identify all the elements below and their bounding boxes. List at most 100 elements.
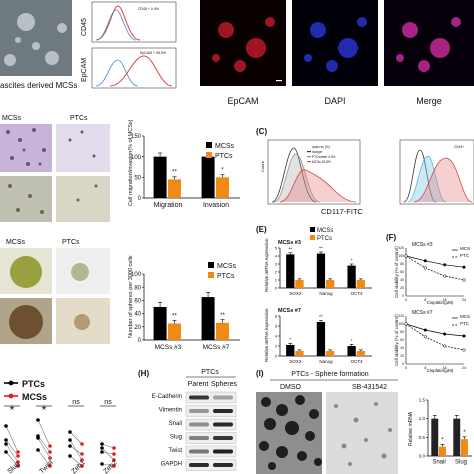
panel-f-legend-mcs-2: MCS <box>460 314 470 319</box>
panel-h-letter: (H) <box>138 369 149 378</box>
chartE7-bar <box>316 322 326 356</box>
chart-g-pair-line <box>101 463 115 467</box>
fluor-label-merge: Merge <box>416 96 442 106</box>
chartF3-point <box>462 265 466 269</box>
chartI-ytick-label: 1.5 <box>419 398 426 403</box>
panel-b: MCSs PTCs 0 50 100 150 Migration Invasion Cell… <box>0 115 240 222</box>
chart-g-gene-label: Twist <box>38 459 54 474</box>
panel-f-title-7: MCSs #7 <box>412 310 433 316</box>
blot-row-label: Slug <box>170 435 182 441</box>
chartD-ytick-label: 60 <box>134 299 141 305</box>
chartE3-bar <box>286 254 295 288</box>
flow-curve-cd45 <box>95 5 141 41</box>
chartI-ytick-label: 0.5 <box>419 435 426 440</box>
chartE3-ytick-label: 4 <box>275 253 278 258</box>
chartF7-point <box>423 335 427 339</box>
chartF7-ytick-label: 0 <box>402 362 404 366</box>
chart-g-sig: * <box>10 403 15 417</box>
chartE3-bar <box>295 280 304 288</box>
chartD-bar <box>168 323 181 340</box>
chartE7-bar <box>356 351 365 356</box>
chartD-bar <box>153 307 167 340</box>
chart-b: 0 50 100 150 Migration Invasion Cell migration… <box>128 119 240 209</box>
chartF3-point <box>423 259 427 263</box>
panel-e-ylabel-1: Relative mRNA expression <box>264 238 269 292</box>
chart-g-mcss-point <box>80 452 84 456</box>
chartF7-ytick-label: 80 <box>400 330 404 334</box>
chart-g-ptcs-point <box>36 436 40 440</box>
panel-e-title-7: MCSs #7 <box>278 308 301 314</box>
blot-band <box>189 463 209 467</box>
chartD-xtick-label: MCSs #3 <box>155 344 182 351</box>
panel-h-col-parent: Parent <box>188 381 209 388</box>
chartF3-point <box>443 263 447 267</box>
flow-c2-ptcs <box>407 155 447 203</box>
chart-g-mcss-point <box>16 460 20 464</box>
chartF7-point <box>404 322 408 326</box>
chart-g-mcss-point <box>16 464 20 468</box>
flow-c-legend-mcss: MCSs 32.8% <box>312 160 331 164</box>
sphere-mcss-1 <box>10 256 42 288</box>
panel-f-xlabel-2: Cisplatin(μM) <box>427 368 454 373</box>
chartD-xtick-label: MCSs #7 <box>203 344 230 351</box>
flow-c-legend-swatch-mcss <box>307 161 311 163</box>
chartE3-ytick-label: 3 <box>275 261 278 266</box>
chartF7-ytick-label: 120 <box>398 314 404 318</box>
chartF3-xtick-label: 0 <box>405 298 407 302</box>
chartE7-xtick-label: Nanog <box>319 359 333 364</box>
panel-d-label-mcss: MCSs <box>6 239 26 246</box>
blot-lane-box <box>185 432 237 444</box>
chartF7-ytick-label: 20 <box>400 354 404 358</box>
flow-curve-cd45-iso <box>95 9 137 41</box>
blot-row-label: Snail <box>169 421 182 427</box>
chartF7-point <box>423 328 427 332</box>
chart-g-mcss-point <box>80 458 84 462</box>
blot-row-label: Twist <box>168 448 182 454</box>
chartF3-ytick-label: 60 <box>400 270 404 274</box>
blot-lane-box <box>185 418 237 431</box>
chartF7-point <box>443 344 447 348</box>
panel-e: (E) MCSs PTCs MCSs #3 MCSs #7 Relative m… <box>256 225 372 364</box>
blot-band <box>213 395 233 400</box>
chart-g-ptcs-point <box>100 446 104 450</box>
flow-c2-mcss <box>413 157 473 203</box>
chartE3-ytick-label: 1 <box>275 277 278 282</box>
chartI-bar <box>431 418 439 456</box>
blot-band <box>213 422 233 427</box>
chart-b-ylabel: Cell migration/invasion(% of MCSs) <box>128 119 134 206</box>
chartD-ytick-label: 40 <box>134 312 141 318</box>
panel-e-ylabel-2: Relative mRNA expression <box>264 308 269 362</box>
panel-e-title-3: MCSs #3 <box>278 240 301 246</box>
chart-g-pair-line <box>5 425 19 453</box>
chartE7-star: * <box>351 338 353 343</box>
chart-g-ptcs-point <box>100 462 104 466</box>
fluor-merge <box>384 0 474 86</box>
chartB-xtick-label: Invasion <box>203 202 229 209</box>
chartF3-ytick-label: 40 <box>400 278 404 282</box>
chartE7-ytick-label: 8 <box>275 313 278 318</box>
panel-f-letter: (F) <box>386 233 397 242</box>
chartE3-xtick-label: Nanog <box>319 291 333 296</box>
blot-lane-box <box>185 459 237 471</box>
chart-g-pair-line <box>69 439 83 461</box>
chart-g-mcss-point <box>48 456 52 460</box>
panel-c-letter: (C) <box>256 127 267 136</box>
chart-g-pair-line <box>5 443 19 463</box>
chartI-xtick-label: Snail <box>432 460 445 466</box>
chartF7-point <box>462 348 466 352</box>
chart-g-pair-line <box>69 431 83 445</box>
fluor-merge-spots <box>396 17 461 72</box>
chart-g-ptcs-point <box>4 450 8 454</box>
panel-f-xlabel-1: Cisplatin(μM) <box>427 300 454 305</box>
chartB-bar <box>201 156 215 198</box>
flow-c-legend-title: cpan>cv (%) <box>312 145 330 149</box>
flow-label-epcam: EpCAM <box>81 58 88 82</box>
migration-cells <box>6 128 96 166</box>
flow-box-epcam <box>91 47 177 89</box>
fluor-dapi-spots <box>304 17 367 72</box>
panel-d-label-ptcs: PTCs <box>62 239 80 246</box>
chartF7-point <box>443 332 447 336</box>
legend-e-mcss-swatch <box>310 227 315 232</box>
chartF3-point <box>462 278 466 282</box>
